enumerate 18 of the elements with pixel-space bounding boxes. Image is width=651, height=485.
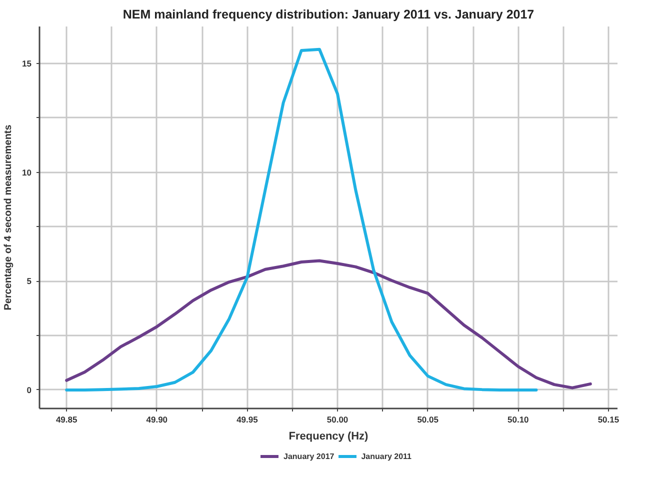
chart-title: NEM mainland frequency distribution: January 2011 vs. January 2017 bbox=[122, 8, 534, 22]
x-tick-label: 49.95 bbox=[236, 414, 258, 424]
x-axis-title: Frequency (Hz) bbox=[288, 430, 369, 442]
x-tick-label: 49.90 bbox=[146, 414, 168, 424]
x-tick-label: 49.85 bbox=[56, 414, 78, 424]
y-tick-label: 0 bbox=[26, 385, 32, 395]
legend-label: January 2017 bbox=[284, 451, 334, 461]
line-series bbox=[65, 259, 592, 390]
x-tick-label: 50.10 bbox=[508, 414, 530, 424]
legend-label: January 2011 bbox=[361, 451, 412, 461]
y-tick-label: 5 bbox=[26, 276, 32, 286]
line-series bbox=[65, 48, 538, 392]
y-axis-title: Percentage of 4 second measurements bbox=[3, 124, 14, 310]
x-tick-label: 50.05 bbox=[417, 414, 439, 424]
x-tick-label: 50.15 bbox=[598, 414, 620, 424]
y-tick-label: 15 bbox=[22, 58, 32, 69]
x-tick-label: 50.00 bbox=[326, 414, 348, 424]
y-tick-label: 10 bbox=[22, 167, 32, 178]
